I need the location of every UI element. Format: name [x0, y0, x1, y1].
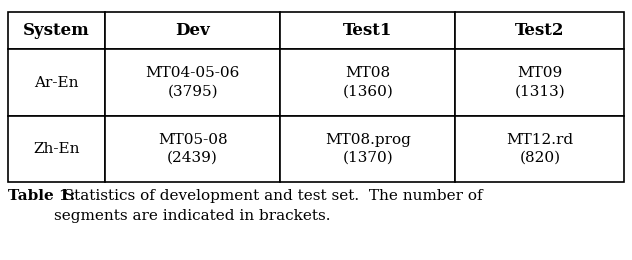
Bar: [280, 49, 456, 116]
Text: Dev: Dev: [175, 22, 210, 39]
Text: Ar-En: Ar-En: [34, 76, 78, 89]
Bar: [105, 116, 280, 182]
Text: Test1: Test1: [343, 22, 392, 39]
Text: MT04-05-06
(3795): MT04-05-06 (3795): [145, 66, 240, 99]
Bar: [8, 49, 105, 116]
Bar: [456, 116, 624, 182]
Bar: [280, 116, 456, 182]
Bar: [280, 12, 456, 49]
Text: Test2: Test2: [515, 22, 564, 39]
Bar: [456, 12, 624, 49]
Text: MT08.prog
(1370): MT08.prog (1370): [325, 133, 411, 165]
Bar: [8, 116, 105, 182]
Text: Table 1:: Table 1:: [8, 188, 75, 203]
Text: MT12.rd
(820): MT12.rd (820): [506, 133, 573, 165]
Text: Statistics of development and test set.  The number of
segments are indicated in: Statistics of development and test set. …: [54, 188, 482, 223]
Bar: [105, 12, 280, 49]
Text: MT09
(1313): MT09 (1313): [514, 66, 565, 99]
Text: MT05-08
(2439): MT05-08 (2439): [158, 133, 228, 165]
Bar: [8, 12, 105, 49]
Text: MT08
(1360): MT08 (1360): [343, 66, 393, 99]
Text: Zh-En: Zh-En: [33, 142, 80, 156]
Text: System: System: [23, 22, 90, 39]
Bar: [456, 49, 624, 116]
Bar: [105, 49, 280, 116]
